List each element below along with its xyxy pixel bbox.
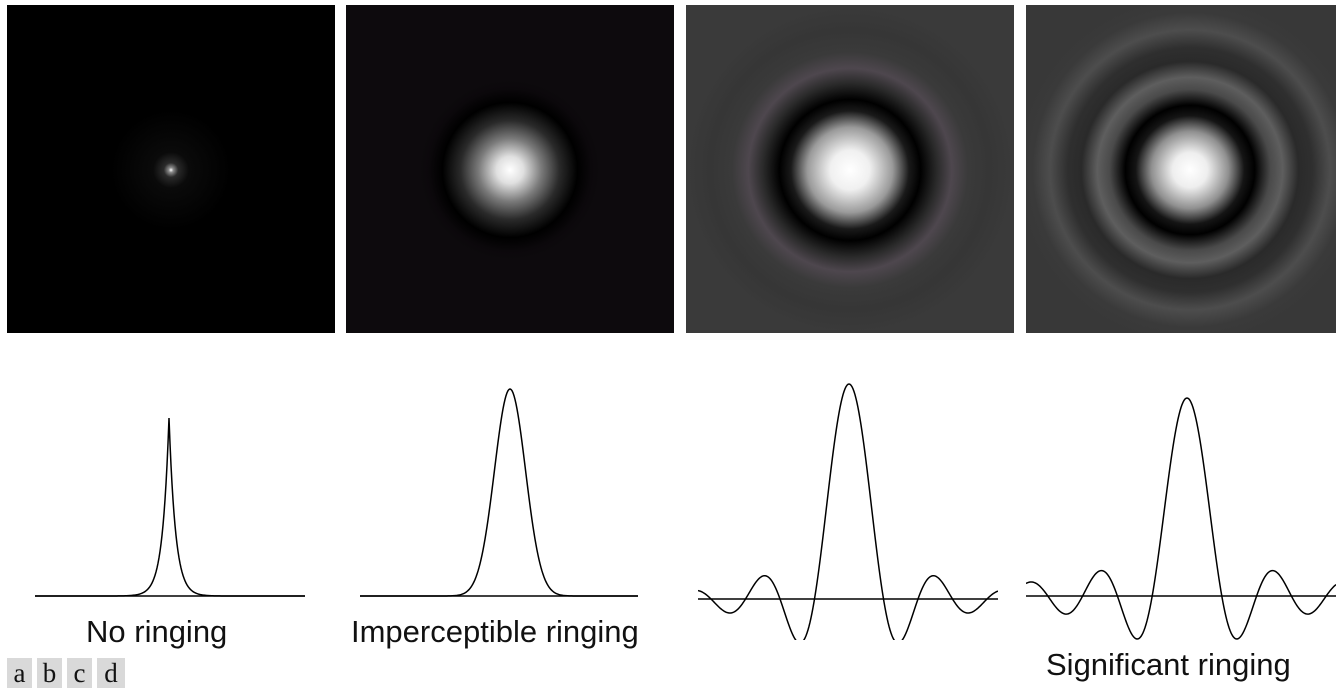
profile-plot-a — [35, 417, 305, 597]
profile-plot-c — [698, 383, 998, 640]
profile-plot-b — [360, 388, 638, 597]
profile-curve-a — [35, 417, 305, 597]
filter-image-b — [346, 5, 674, 333]
filter-image-c — [686, 5, 1014, 333]
filter-image-d — [1026, 5, 1336, 333]
profile-curve-b — [360, 388, 638, 597]
panel-label-a: a — [7, 658, 32, 688]
profile-plot-d — [1026, 397, 1336, 640]
panel-label-c: c — [67, 658, 92, 688]
caption-significant-ringing: Significant ringing — [1046, 647, 1291, 682]
caption-imperceptible-ringing: Imperceptible ringing — [351, 614, 639, 649]
panel-label-d: d — [97, 658, 125, 688]
filter-image-a — [7, 5, 335, 333]
caption-no-ringing: No ringing — [86, 614, 228, 649]
panel-label-b: b — [37, 658, 62, 688]
profile-curve-d — [1026, 397, 1336, 640]
profile-curve-c — [698, 383, 998, 640]
